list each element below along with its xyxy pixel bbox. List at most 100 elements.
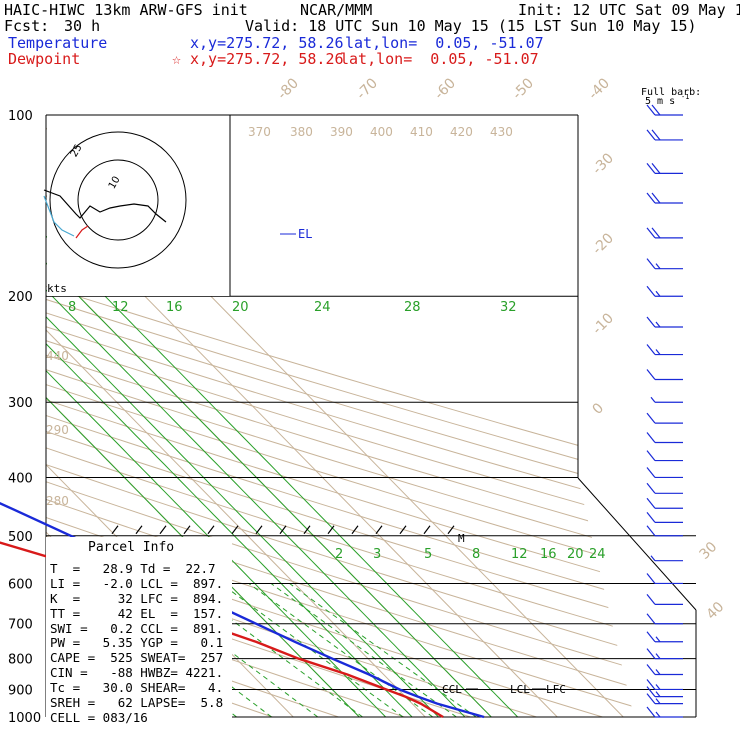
parcel-tick	[183, 525, 191, 535]
full-barb-unit: 5 m s	[645, 96, 675, 107]
mixing-ratio-label: 24	[314, 300, 331, 315]
mixing-ratio-label: 20	[232, 300, 249, 315]
wind-barb-flag	[646, 104, 656, 116]
wind-barb-flag	[646, 511, 656, 523]
pressure-label: 300	[8, 396, 33, 411]
wind-barb-flag	[646, 664, 656, 675]
profile-lines	[0, 502, 485, 719]
parcel-tick	[447, 525, 455, 535]
wind-barb-flag	[646, 573, 656, 584]
hodograph-trace-sfc	[75, 225, 89, 239]
theta-label: 280	[46, 494, 69, 508]
parcel-row: TT = 42 EL = 157.	[50, 605, 224, 621]
wind-barb-flag	[646, 525, 656, 537]
ccl-label: CCL	[442, 683, 462, 696]
parcel-row: Tc = 30.0 SHEAR= 4.	[50, 680, 224, 696]
wind-barb-flag	[646, 316, 656, 328]
dry-adiabat-line	[46, 340, 696, 537]
parcel-title: Parcel Info	[88, 540, 175, 555]
wind-barbs	[646, 104, 683, 718]
full-barb-label: Full barb:	[641, 87, 701, 98]
parcel-tick	[303, 525, 311, 535]
wind-barb-flag	[646, 613, 656, 625]
wind-barb-flag	[646, 285, 656, 297]
wind-barb-half	[655, 653, 661, 660]
dry-adiabat-line	[46, 312, 696, 508]
wind-barb-half	[655, 684, 661, 690]
valid-time: Valid: 18 UTC Sun 10 May 15 (15 LST Sun …	[245, 17, 697, 35]
hodograph-trace-low	[43, 195, 75, 237]
theta-label: 390	[330, 125, 353, 139]
wind-barb-flag	[646, 648, 656, 660]
isotherm-label: 30	[697, 539, 721, 563]
temperature-line	[0, 502, 485, 719]
parcel-tick	[351, 525, 359, 535]
mixing-ratio-line	[270, 582, 457, 717]
parcel-tick	[327, 525, 335, 535]
wind-barb-flag	[646, 412, 656, 424]
hodograph-ring-inner	[77, 159, 159, 241]
mixing-ratio-label: 12	[511, 547, 528, 562]
wind-barb-flag	[651, 227, 661, 239]
dry-adiabat-line	[46, 447, 696, 652]
wind-barb-flag	[646, 631, 656, 643]
wind-barb-flag	[646, 482, 656, 494]
wind-barb-flag	[646, 192, 656, 204]
parcel-row: SREH = 62 LAPSE= 5.8	[50, 695, 224, 711]
dry-adiabat-line	[46, 415, 696, 617]
pressure-label: 700	[8, 618, 33, 633]
parcel-tick	[423, 525, 431, 535]
hodograph-bg	[47, 116, 230, 296]
pressure-label: 800	[8, 653, 33, 668]
parcel-row: LI = -2.0 LCL = 897.	[50, 575, 224, 591]
pressure-label: 400	[8, 471, 33, 486]
wind-barb-flag	[646, 369, 656, 380]
wind-barb-half	[655, 321, 661, 328]
wind-barb-flag	[646, 497, 656, 509]
mixing-ratio-label: 5	[424, 547, 432, 562]
dry-adiabat-line	[46, 594, 405, 717]
mixing-ratio-label: 20	[567, 547, 584, 562]
wind-barb-half	[650, 396, 656, 403]
el-label: EL	[298, 227, 312, 241]
wind-barb-flag	[646, 450, 656, 461]
parcel-info-box: Parcel Info T = 28.9 Td = 22.7 LI = -2.0 …	[46, 537, 232, 727]
wind-barb-half	[655, 263, 661, 270]
m-label: M	[458, 532, 465, 545]
wind-barb-half	[655, 290, 661, 297]
hodograph-ring-outer	[49, 131, 187, 269]
parcel-tick	[279, 525, 287, 535]
dry-adiabat-line	[46, 326, 696, 522]
pressure-label: 900	[8, 683, 33, 698]
wind-barb-flag	[646, 467, 656, 478]
wind-barb-flag	[651, 129, 661, 141]
theta-label: 420	[450, 125, 473, 139]
dry-adiabat-line	[46, 574, 471, 717]
pressure-label: 1000	[8, 711, 41, 726]
isotherm-label: -40	[586, 75, 613, 102]
mixing-ratio-label: 3	[373, 547, 381, 562]
moist-adiabat-line	[46, 289, 466, 717]
mixing-ratio-label: 8	[68, 300, 76, 315]
lcl-label: LCL	[510, 683, 530, 696]
mixing-ratio-label: 12	[112, 300, 129, 315]
moist-adiabat-line	[46, 316, 439, 717]
mixing-ratio-label: 16	[166, 300, 183, 315]
parcel-row: CAPE = 525 SWEAT= 257	[50, 650, 224, 666]
star-icon: ☆	[172, 50, 182, 68]
parcel-row: K = 32 LFC = 894.	[50, 590, 224, 606]
wind-barb-flag	[646, 686, 656, 697]
parcel-rows: T = 28.9 Td = 22.7 LI = -2.0 LCL = 897. K …	[50, 561, 223, 725]
theta-label: 370	[248, 125, 271, 139]
pressure-label: 100	[8, 109, 33, 124]
dry-adiabat-line	[46, 430, 696, 634]
dewpoint-line	[0, 541, 444, 719]
theta-label: 440	[46, 349, 69, 363]
hodograph-trace	[43, 189, 167, 223]
parcel-tick	[111, 525, 119, 535]
parcel-tick	[135, 525, 143, 535]
wind-barb-flag	[651, 104, 661, 116]
parcel-tick	[399, 525, 407, 535]
wind-barb-flag	[646, 227, 656, 239]
